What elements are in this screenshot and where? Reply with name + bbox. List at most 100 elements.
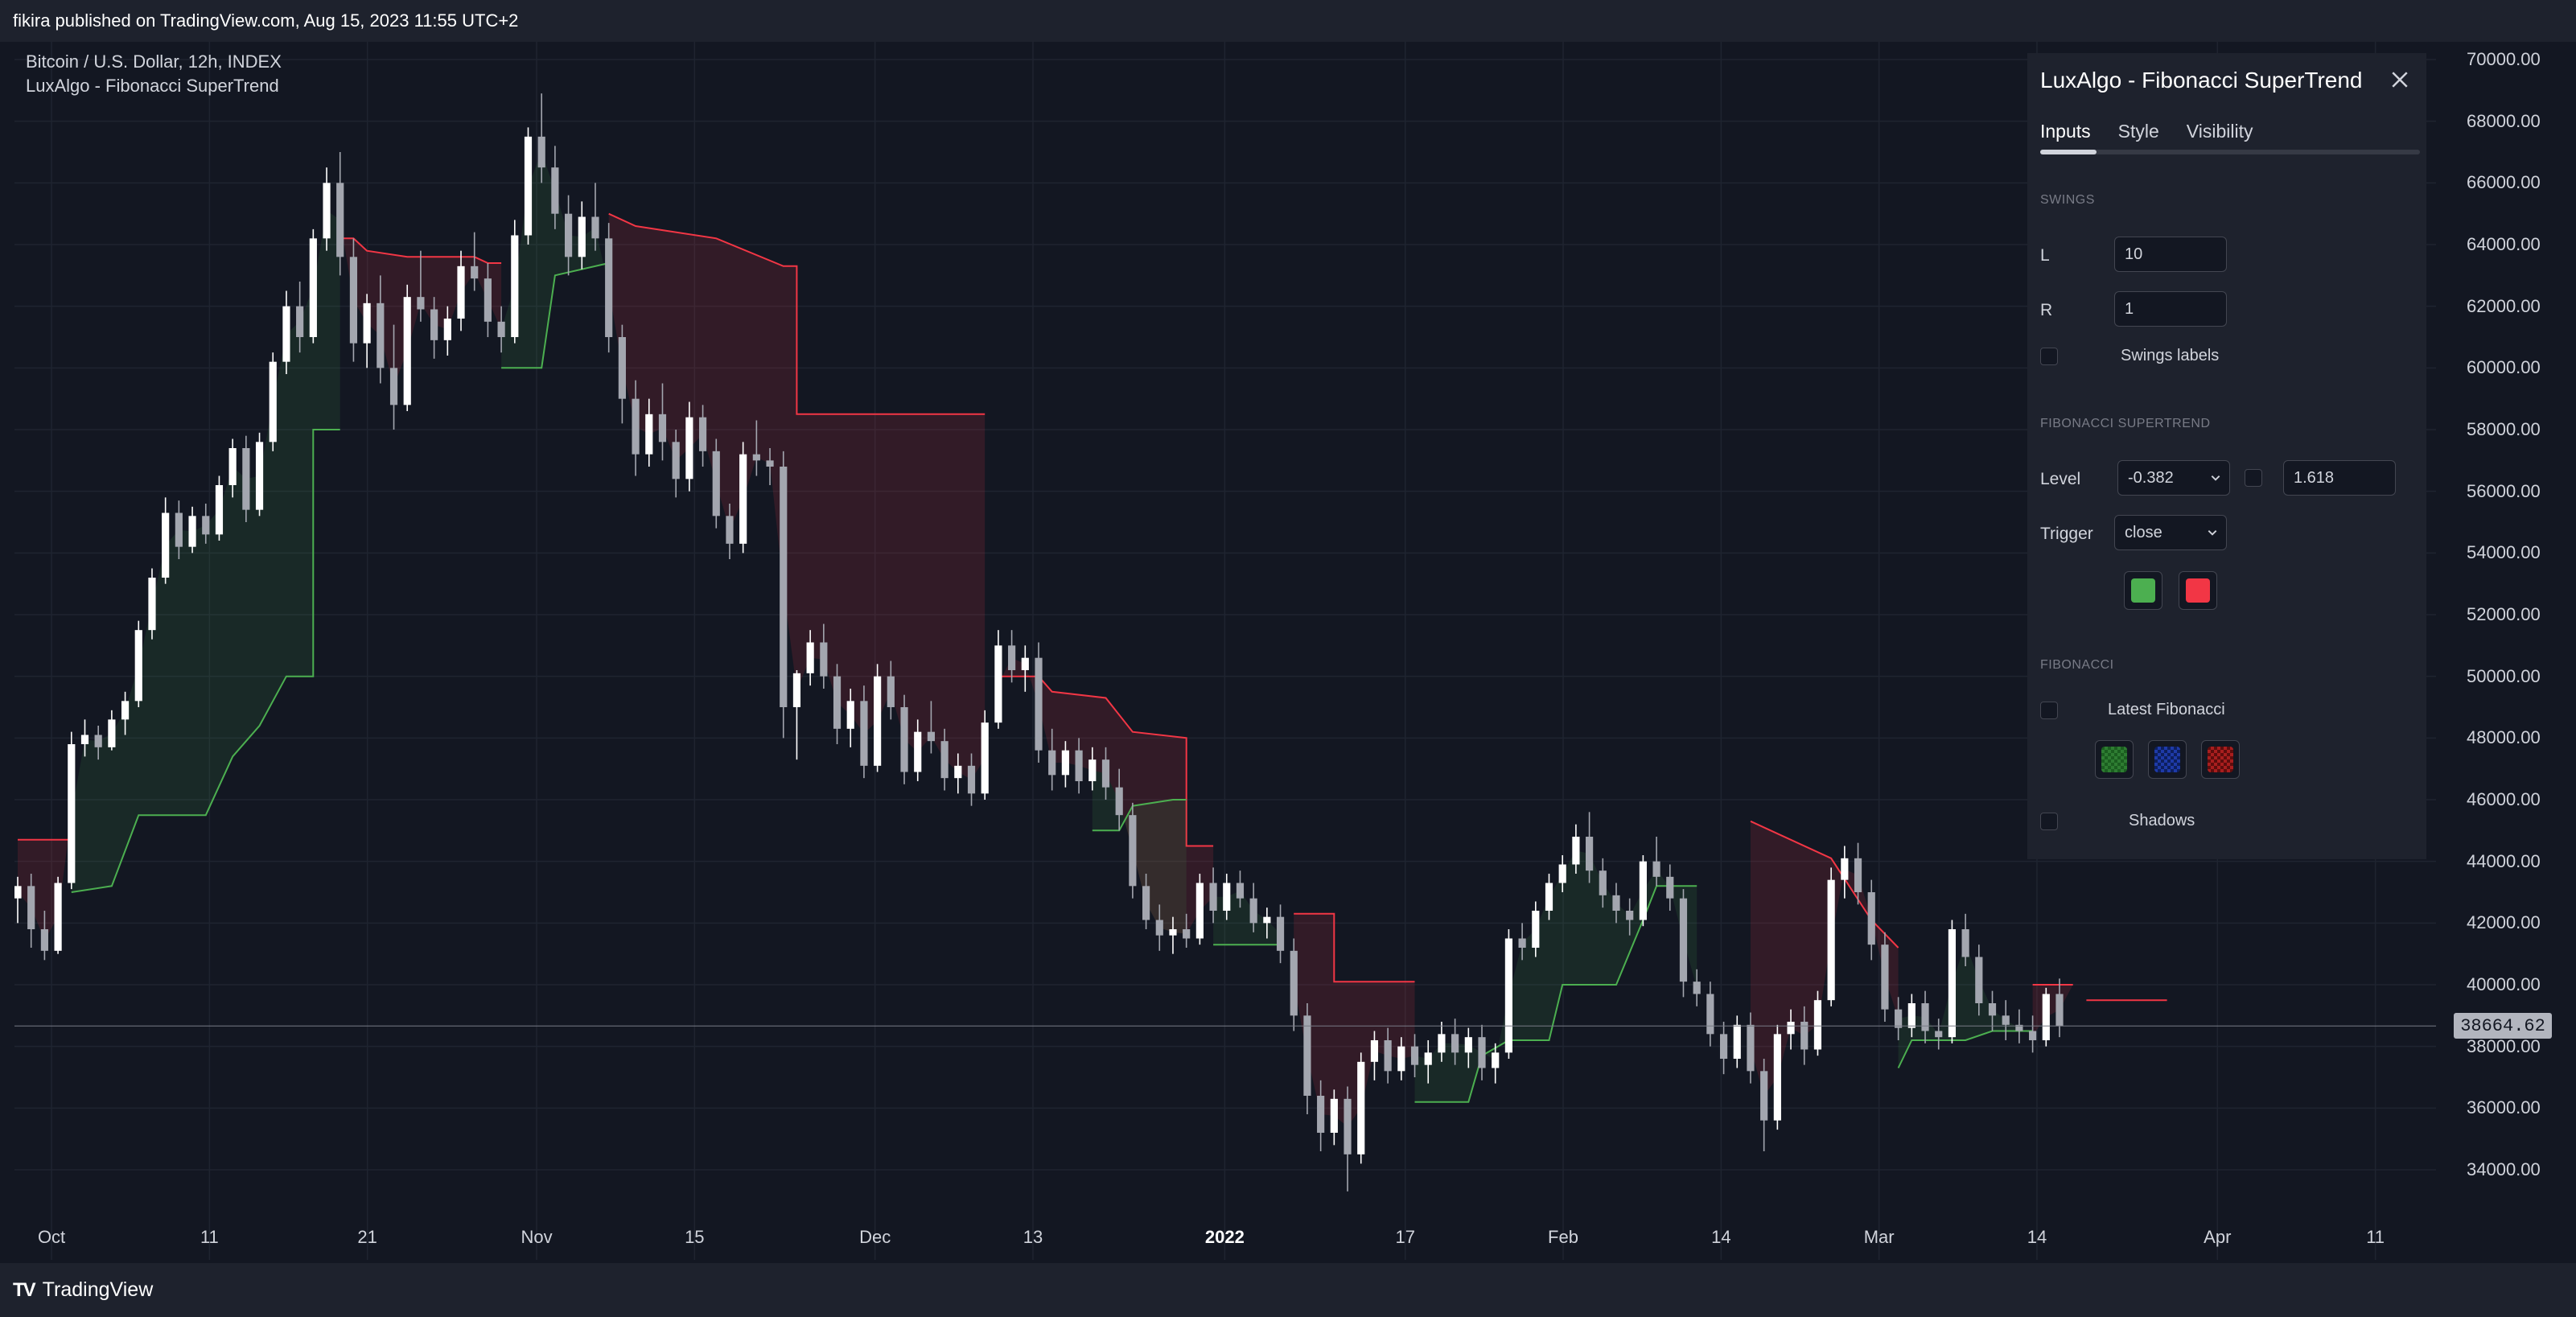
level-select-value: -0.382 [2128,468,2174,487]
candle-body [1532,911,1540,948]
candle-body [430,309,438,340]
candle-body [578,216,586,257]
fib-color-swatch-blue[interactable] [2148,740,2187,779]
l-input[interactable]: 10 [2114,237,2227,272]
candle-body [14,886,22,899]
candle-body [202,516,210,535]
candle-body [1558,864,1566,883]
candle-body [927,731,936,742]
candle-body [1155,920,1163,936]
candle-body [1223,883,1231,911]
tab-style[interactable]: Style [2117,121,2159,142]
price-chart[interactable] [14,42,2436,1263]
candle-body [27,886,35,929]
candle-body [471,265,479,279]
candle-body [108,719,116,747]
tab-inputs[interactable]: Inputs [2040,121,2091,142]
candle-body [1384,1040,1392,1072]
chart-legend: Bitcoin / U.S. Dollar, 12h, INDEX LuxAlg… [26,50,282,98]
candle-body [228,448,237,485]
candle-body [726,516,734,544]
candle-body [1841,858,1849,880]
candle-body [1787,1022,1795,1035]
time-tick-label: 2022 [1204,1227,1245,1247]
level-select[interactable]: -0.382 [2117,460,2230,496]
bear-supertrend-fill [1751,821,1899,1096]
candle-body [1679,898,1688,982]
chart-canvas[interactable] [14,42,2436,1263]
swings-labels-checkbox[interactable] [2040,348,2058,365]
footer-bar: TV TradingView [0,1263,2576,1317]
candle-body [269,361,277,442]
fib-color-swatch-red[interactable] [2201,740,2240,779]
candle-body [1935,1031,1943,1038]
bear-color-swatch[interactable] [2179,571,2217,610]
price-tick-label: 64000.00 [2467,234,2541,254]
tradingview-logo-icon: TV [13,1278,36,1301]
candle-body [1451,1034,1459,1053]
price-tick-label: 58000.00 [2467,419,2541,439]
candle-body [1317,1096,1325,1133]
tab-visibility[interactable]: Visibility [2186,121,2253,142]
time-tick-label: Feb [1548,1227,1578,1247]
time-axis[interactable]: Oct 11 21 Nov 15 Dec 13 2022 17 Feb 14 Mar 14 Apr 11 [0,1219,2439,1259]
candle-body [242,448,250,510]
bull-supertrend-line [71,429,340,893]
candle-body [134,630,142,702]
bear-supertrend-fill [608,213,986,780]
price-tick-label: 62000.00 [2467,295,2541,316]
chevron-down-icon [2208,530,2217,536]
candle-body [1907,1003,1916,1028]
trigger-select[interactable]: close [2114,515,2227,550]
candle-body [94,735,102,747]
candle-body [1008,645,1016,670]
indicator-settings-panel: LuxAlgo - Fibonacci SuperTrend Inputs St… [2027,53,2426,859]
bull-supertrend-line [1414,885,1697,1103]
tradingview-brand[interactable]: TV TradingView [13,1278,153,1302]
published-header: fikira published on TradingView.com, Aug… [0,0,2576,42]
indicator-title[interactable]: LuxAlgo - Fibonacci SuperTrend [26,76,279,96]
candle-body [1075,750,1083,781]
candle-body [1948,929,1957,1038]
candle-body [632,398,640,455]
candle-body [940,741,949,779]
bear-supertrend-fill [998,657,1214,934]
candle-body [54,883,62,951]
bull-color-swatch[interactable] [2124,571,2162,610]
fib-color-swatch-green[interactable] [2095,740,2134,779]
price-tick-label: 50000.00 [2467,665,2541,686]
candle-body [1115,787,1123,816]
symbol-title[interactable]: Bitcoin / U.S. Dollar, 12h, INDEX [26,51,282,72]
candle-body [336,183,344,257]
latest-fibonacci-checkbox[interactable] [2040,702,2058,719]
bull-supertrend-fill [1898,943,2033,1068]
bear-supertrend-line [1750,820,1899,949]
candle-body [497,321,505,337]
candle-body [1209,883,1217,911]
shadows-checkbox[interactable] [2040,813,2058,830]
r-label: R [2040,301,2053,319]
candle-body [766,460,774,467]
candle-body [457,265,465,319]
candle-body [1276,916,1285,951]
close-icon[interactable] [2388,68,2412,92]
price-tick-label: 38000.00 [2467,1035,2541,1056]
candle-body [645,414,653,455]
candle-body [1760,1071,1768,1121]
price-axis[interactable]: 70000.00 68000.00 66000.00 64000.00 62000.00… [2439,42,2576,1263]
time-tick-label: 21 [357,1227,377,1247]
candle-body [1249,898,1257,924]
r-input[interactable]: 1 [2114,291,2227,327]
candle-body [820,642,828,677]
candle-body [1800,1022,1809,1050]
time-tick-label: Mar [1863,1227,1895,1247]
price-tick-label: 48000.00 [2467,727,2541,748]
price-tick-label: 40000.00 [2467,974,2541,994]
candle-body [1169,929,1177,936]
chevron-down-icon [2211,475,2220,481]
time-tick-label: Nov [521,1227,553,1247]
custom-level-checkbox[interactable] [2245,469,2262,487]
custom-level-input[interactable]: 1.618 [2283,460,2396,496]
candle-body [2015,1024,2023,1031]
time-tick-label: 11 [200,1227,219,1247]
